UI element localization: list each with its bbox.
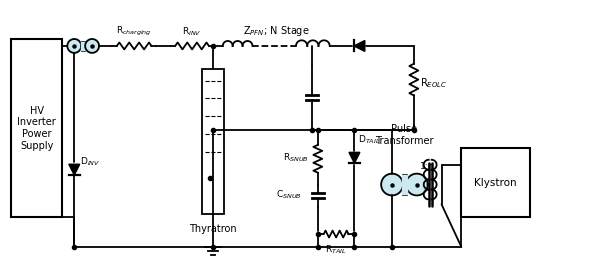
Text: Pulse
Transformer: Pulse Transformer (375, 124, 433, 146)
Text: HV
Inverter
Power
Supply: HV Inverter Power Supply (17, 106, 56, 150)
Text: D$_{INV}$: D$_{INV}$ (80, 155, 100, 168)
Polygon shape (69, 164, 80, 175)
Bar (461, 148, 530, 217)
Text: Klystron: Klystron (474, 178, 517, 188)
Polygon shape (85, 39, 99, 53)
Bar (11, 39, 63, 217)
Text: R$_{EOLC}$: R$_{EOLC}$ (420, 77, 447, 91)
Polygon shape (81, 41, 85, 51)
Bar (202, 69, 224, 214)
Text: R$_{TAIL}$: R$_{TAIL}$ (325, 244, 347, 257)
Text: D$_{TAIL}$: D$_{TAIL}$ (358, 134, 381, 146)
Text: Thyratron: Thyratron (189, 224, 236, 234)
Polygon shape (67, 39, 81, 53)
Polygon shape (349, 152, 360, 163)
Polygon shape (354, 40, 365, 51)
Text: Z$_{PFN}$; N Stage: Z$_{PFN}$; N Stage (243, 24, 310, 38)
Text: R$_{SNUB}$: R$_{SNUB}$ (283, 152, 309, 164)
Text: R$_{charging}$: R$_{charging}$ (116, 25, 152, 38)
Text: 1:n: 1:n (420, 162, 434, 171)
Polygon shape (406, 174, 427, 195)
Polygon shape (402, 174, 407, 195)
Text: C$_{SNUB}$: C$_{SNUB}$ (276, 188, 302, 201)
Polygon shape (381, 174, 403, 195)
Text: R$_{INV}$: R$_{INV}$ (182, 25, 202, 38)
